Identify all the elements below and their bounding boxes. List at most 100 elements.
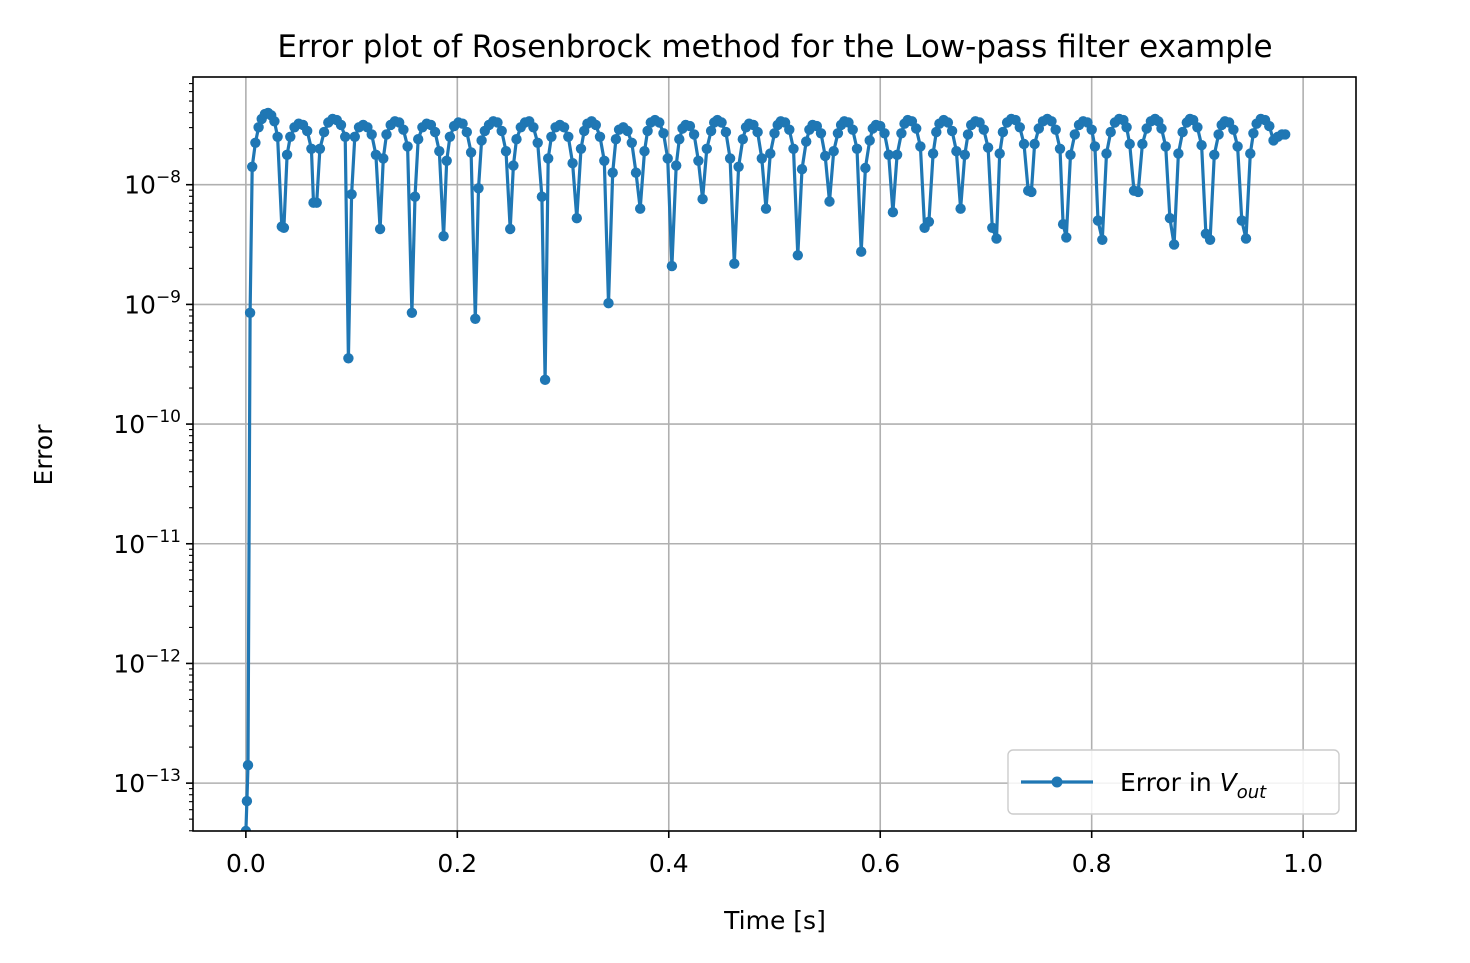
y-tick-base: 10 bbox=[124, 171, 156, 200]
data-point bbox=[441, 155, 452, 166]
legend-label-text: Error in bbox=[1120, 768, 1220, 797]
data-point bbox=[765, 148, 776, 159]
y-tick-exponent: −13 bbox=[145, 766, 181, 786]
data-point bbox=[381, 129, 392, 140]
data-point bbox=[1228, 124, 1239, 135]
data-point bbox=[340, 131, 351, 142]
y-tick-label: 10−13 bbox=[113, 766, 181, 798]
data-point bbox=[1248, 128, 1259, 139]
data-point bbox=[688, 129, 700, 140]
data-point bbox=[942, 117, 954, 128]
data-point bbox=[575, 143, 587, 154]
y-axis-label: Error bbox=[29, 424, 58, 486]
legend-label-subscript: out bbox=[1237, 782, 1267, 803]
data-point bbox=[1213, 129, 1224, 140]
data-point bbox=[997, 126, 1009, 138]
data-point bbox=[788, 143, 799, 154]
data-point bbox=[962, 129, 974, 140]
y-tick-label: 10−10 bbox=[113, 407, 181, 439]
plot-area bbox=[240, 107, 1291, 831]
y-tick-base: 10 bbox=[113, 649, 145, 678]
x-tick-label: 1.0 bbox=[1283, 849, 1323, 878]
data-point bbox=[366, 129, 377, 140]
data-point bbox=[982, 142, 994, 153]
x-tick-label: 0.2 bbox=[437, 849, 477, 878]
data-point bbox=[349, 131, 360, 142]
data-point bbox=[473, 183, 484, 194]
legend-marker-swatch bbox=[1051, 776, 1063, 788]
data-point bbox=[860, 162, 871, 174]
data-point bbox=[931, 126, 942, 138]
data-point bbox=[915, 141, 926, 152]
chart-title: Error plot of Rosenbrock method for the … bbox=[277, 29, 1272, 65]
data-point bbox=[883, 149, 894, 160]
data-point bbox=[603, 298, 614, 309]
data-point bbox=[457, 118, 468, 129]
data-point bbox=[635, 203, 646, 214]
data-point bbox=[539, 374, 551, 385]
data-point bbox=[241, 795, 253, 807]
data-point bbox=[278, 222, 290, 233]
data-point bbox=[500, 146, 512, 157]
x-tick-label: 0.8 bbox=[1072, 849, 1112, 878]
data-point bbox=[671, 160, 682, 171]
data-point bbox=[409, 191, 421, 202]
x-tick-label: 0.0 bbox=[226, 849, 266, 878]
y-tick-label: 10−12 bbox=[113, 646, 181, 678]
data-point bbox=[658, 128, 669, 139]
data-point bbox=[1137, 138, 1148, 150]
data-point bbox=[724, 153, 736, 164]
data-point bbox=[1156, 123, 1167, 134]
data-point bbox=[815, 128, 827, 139]
data-point bbox=[1160, 141, 1171, 152]
data-point bbox=[318, 126, 330, 138]
data-point bbox=[887, 207, 899, 218]
data-point bbox=[281, 149, 293, 160]
data-point bbox=[496, 125, 507, 137]
data-point bbox=[737, 134, 748, 145]
data-point bbox=[756, 153, 767, 164]
data-point bbox=[610, 134, 622, 145]
data-point bbox=[1069, 129, 1081, 140]
data-point bbox=[311, 197, 322, 208]
data-point bbox=[729, 258, 740, 269]
data-point bbox=[1209, 149, 1220, 160]
data-point bbox=[505, 223, 516, 235]
data-point bbox=[946, 125, 958, 137]
data-point bbox=[1026, 186, 1037, 198]
data-point bbox=[1061, 232, 1072, 243]
y-tick-exponent: −11 bbox=[145, 527, 181, 547]
y-tick-label: 10−11 bbox=[113, 527, 181, 559]
data-point bbox=[1029, 138, 1040, 150]
data-point bbox=[796, 164, 808, 175]
data-point bbox=[346, 189, 357, 200]
data-point bbox=[1133, 186, 1144, 198]
x-tick-label: 0.4 bbox=[649, 849, 689, 878]
data-point bbox=[1101, 148, 1112, 159]
y-tick-base: 10 bbox=[113, 769, 145, 798]
data-point bbox=[994, 148, 1005, 159]
data-point bbox=[879, 128, 890, 139]
data-point bbox=[1086, 124, 1097, 135]
data-point bbox=[528, 122, 539, 133]
data-point bbox=[891, 149, 903, 160]
data-point bbox=[978, 124, 989, 135]
y-tick-base: 10 bbox=[113, 530, 145, 559]
data-point bbox=[911, 123, 922, 134]
data-point bbox=[959, 149, 970, 160]
data-point bbox=[444, 131, 456, 142]
data-point bbox=[1280, 129, 1291, 140]
data-point bbox=[242, 760, 254, 771]
data-point bbox=[508, 160, 519, 171]
data-point bbox=[733, 161, 744, 172]
data-point bbox=[406, 307, 418, 318]
data-point bbox=[666, 260, 678, 272]
data-point bbox=[1204, 234, 1216, 245]
data-point bbox=[801, 136, 812, 147]
data-point bbox=[1173, 148, 1184, 159]
data-point bbox=[1050, 124, 1061, 135]
data-point bbox=[434, 146, 445, 157]
data-point bbox=[1014, 122, 1025, 133]
